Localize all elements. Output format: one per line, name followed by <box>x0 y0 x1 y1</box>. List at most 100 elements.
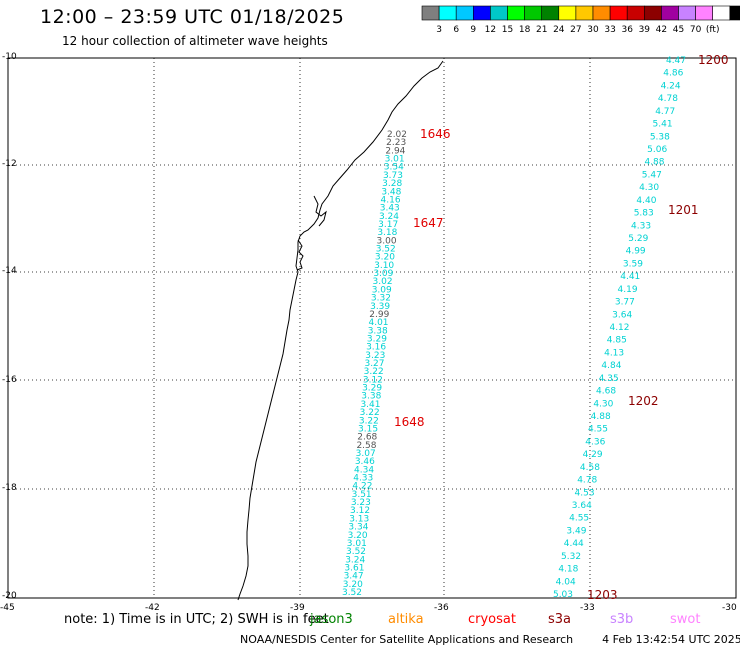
pass-time-label: 1202 <box>628 394 659 408</box>
scale-label: 70 <box>690 25 702 35</box>
scale-label: 15 <box>502 25 513 35</box>
swh-value-label: 5.03 <box>553 590 573 600</box>
swh-value-label: 2.99 <box>369 310 389 320</box>
lat-label: -10 <box>2 52 17 62</box>
swh-value-label: 3.39 <box>370 302 390 312</box>
swh-value-label: 3.73 <box>383 171 403 181</box>
swh-value-label: 5.38 <box>650 132 670 142</box>
lat-label: -12 <box>2 159 17 169</box>
swh-value-label: 5.41 <box>653 120 673 130</box>
satellite-s3b: s3b <box>610 612 634 627</box>
swh-value-label: 3.77 <box>615 298 635 308</box>
swh-value-label: 3.23 <box>351 498 371 508</box>
lon-label: -45 <box>0 603 15 613</box>
swh-value-label: 4.35 <box>599 374 619 384</box>
coastline-bay <box>313 195 327 227</box>
swh-value-label: 3.64 <box>612 310 632 320</box>
swh-value-label: 3.29 <box>362 384 382 394</box>
swh-value-label: 5.83 <box>634 209 654 219</box>
footer-credit: NOAA/NESDIS Center for Satellite Applica… <box>240 633 574 646</box>
swh-value-label: 4.29 <box>583 450 603 460</box>
pass-time-label: 1200 <box>698 53 729 67</box>
swh-value-label: 3.32 <box>371 294 391 304</box>
swh-value-label: 4.44 <box>564 539 584 549</box>
swh-value-label: 4.84 <box>601 361 621 371</box>
swh-value-label: 3.20 <box>375 253 395 263</box>
scale-label: 12 <box>485 25 496 35</box>
swh-value-label: 3.12 <box>363 375 383 385</box>
swh-value-label: 4.55 <box>588 425 608 435</box>
swh-value-label: 4.34 <box>354 465 374 475</box>
pass-time-label: 1648 <box>394 415 425 429</box>
swh-value-label: 3.27 <box>364 359 384 369</box>
scale-label: 21 <box>536 25 547 35</box>
swh-value-label: 4.19 <box>618 285 638 295</box>
swh-value-label: 2.58 <box>356 441 376 451</box>
swh-value-label: 4.85 <box>607 336 627 346</box>
swh-value-label: 3.43 <box>380 204 400 214</box>
swh-value-label: 4.78 <box>658 94 678 104</box>
scale-label: 45 <box>673 25 684 35</box>
swh-value-label: 4.12 <box>609 323 629 333</box>
swh-value-label: 2.94 <box>385 146 405 156</box>
swh-value-label: 4.78 <box>577 476 597 486</box>
lat-label: -20 <box>2 591 17 601</box>
swh-value-label: 4.18 <box>558 565 578 575</box>
swh-value-label: 4.55 <box>569 514 589 524</box>
swh-value-label: 3.12 <box>350 506 370 516</box>
swh-value-label: 4.53 <box>575 488 595 498</box>
swh-value-label: 3.16 <box>366 343 386 353</box>
altimeter-tracks: 2.022.232.943.013.543.733.283.484.163.43… <box>342 53 729 602</box>
scale-label: 39 <box>639 25 651 35</box>
swh-value-label: 3.54 <box>384 163 404 173</box>
swh-value-label: 3.09 <box>372 285 392 295</box>
swh-value-label: 3.20 <box>348 531 368 541</box>
swh-value-label: 4.33 <box>631 221 651 231</box>
swh-value-label: 2.68 <box>357 433 377 443</box>
map-note: note: 1) Time is in UTC; 2) SWH is in fe… <box>64 612 700 627</box>
swh-value-label: 5.32 <box>561 552 581 562</box>
satellite-altika: altika <box>388 612 424 627</box>
swh-value-label: 3.46 <box>355 457 375 467</box>
swh-value-label: 3.09 <box>373 269 393 279</box>
coastline <box>237 60 444 601</box>
lat-label: -14 <box>2 266 17 276</box>
swh-value-label: 3.10 <box>374 261 394 271</box>
swh-value-label: 4.04 <box>556 577 576 587</box>
swh-value-label: 4.58 <box>580 463 600 473</box>
swh-value-label: 4.22 <box>352 482 372 492</box>
scale-label: 9 <box>470 25 476 35</box>
swh-value-label: 3.64 <box>572 501 592 511</box>
swh-value-label: 2.02 <box>387 130 407 140</box>
swh-value-label: 3.07 <box>356 449 376 459</box>
satellite-swot: swot <box>670 612 701 627</box>
satellite-cryosat: cryosat <box>468 612 516 627</box>
swh-value-label: 4.86 <box>663 69 683 79</box>
scale-label: 30 <box>587 25 599 35</box>
swh-value-label: 4.88 <box>644 158 664 168</box>
lon-label: -33 <box>580 603 595 613</box>
scale-label: 42 <box>656 25 667 35</box>
map-subtitle: 12 hour collection of altimeter wave hei… <box>62 34 328 48</box>
scale-label: 33 <box>604 25 615 35</box>
scale-label: 3 <box>436 25 442 35</box>
swh-value-label: 3.22 <box>364 367 384 377</box>
swh-value-label: 3.24 <box>379 212 399 222</box>
swh-value-label: 3.51 <box>352 490 372 500</box>
swh-value-label: 3.41 <box>360 400 380 410</box>
pass-time-label: 1646 <box>420 127 451 141</box>
satellite-jason3: jason3 <box>310 612 353 627</box>
scale-label: 6 <box>453 25 459 35</box>
map-title: 12:00 – 23:59 UTC 01/18/2025 <box>40 6 345 28</box>
swh-value-label: 4.36 <box>585 437 605 447</box>
pass-time-label: 1203 <box>587 588 618 602</box>
map-grid <box>7 57 737 599</box>
swh-value-label: 3.15 <box>358 424 378 434</box>
pass-time-label: 1647 <box>413 216 444 230</box>
swh-value-label: 3.52 <box>346 547 366 557</box>
note-text: note: 1) Time is in UTC; 2) SWH is in fe… <box>64 612 329 627</box>
swh-value-label: 3.01 <box>347 539 367 549</box>
swh-value-label: 4.68 <box>596 387 616 397</box>
swh-value-label: 3.61 <box>344 563 364 573</box>
